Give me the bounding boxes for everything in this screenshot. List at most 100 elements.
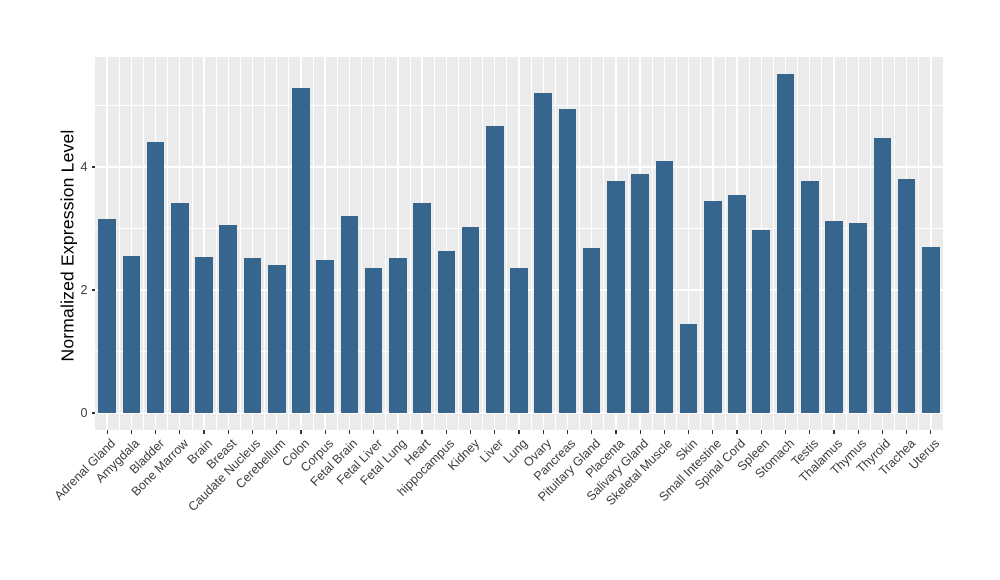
minor-gridline-x	[894, 57, 896, 430]
minor-gridline-x	[530, 57, 532, 430]
minor-gridline-x	[918, 57, 920, 430]
minor-gridline-x	[458, 57, 459, 430]
major-gridline-x	[276, 57, 278, 430]
x-tick-mark	[930, 430, 932, 434]
bar-adrenal-gland	[98, 219, 116, 413]
y-tick-label: 0	[80, 405, 88, 420]
bar-testis	[800, 180, 819, 413]
x-tick-mark	[712, 430, 714, 434]
major-gridline-x	[372, 57, 375, 430]
minor-gridline-x	[579, 57, 581, 430]
x-tick-mark	[809, 430, 811, 434]
bar-skin	[679, 323, 698, 413]
bar-pituitary-gland	[582, 248, 601, 413]
plot-panel	[95, 57, 943, 430]
bar-trachea	[897, 179, 916, 413]
y-axis-title: Normalized Expression Level	[57, 129, 78, 362]
minor-gridline-x	[773, 57, 774, 430]
x-tick-mark	[469, 430, 472, 434]
bar-stomach	[776, 73, 795, 413]
major-gridline-x	[130, 57, 133, 430]
x-tick-mark	[324, 430, 326, 434]
x-tick-mark	[251, 430, 254, 434]
x-tick-mark	[639, 430, 641, 434]
minor-gridline-x	[288, 57, 290, 430]
minor-gridline-x	[845, 57, 847, 430]
minor-gridline-x	[385, 57, 387, 430]
bar-amygdala	[122, 255, 141, 413]
minor-gridline-x	[651, 57, 653, 430]
x-tick-mark	[688, 430, 690, 434]
x-tick-mark	[203, 430, 205, 434]
minor-gridline-x	[264, 57, 266, 430]
major-gridline-x	[397, 57, 399, 430]
bar-lung	[510, 267, 528, 413]
x-tick-mark	[615, 430, 617, 434]
minor-gridline-x	[554, 57, 556, 430]
bar-placenta	[607, 181, 625, 413]
bar-caudate-nucleus	[243, 258, 262, 413]
major-gridline-x	[445, 57, 447, 430]
x-tick-mark	[348, 430, 350, 434]
minor-gridline-x	[603, 57, 605, 430]
minor-gridline-x	[797, 57, 799, 430]
minor-gridline-x	[312, 57, 314, 430]
bar-ovary	[534, 93, 553, 413]
major-gridline-x	[518, 57, 520, 430]
minor-gridline-x	[118, 57, 120, 430]
minor-gridline-x	[748, 57, 750, 430]
major-gridline-x	[930, 57, 932, 430]
minor-gridline-x	[482, 57, 484, 430]
bar-bone-marrow	[171, 203, 189, 413]
y-tick-mark	[91, 166, 95, 168]
x-tick-mark	[154, 430, 157, 434]
minor-gridline-x	[143, 57, 144, 430]
bar-cerebellum	[267, 264, 286, 413]
x-tick-mark	[736, 430, 738, 434]
minor-gridline-x	[336, 57, 338, 430]
bar-small-intestine	[704, 200, 722, 413]
bar-uterus	[922, 246, 940, 413]
bar-kidney	[461, 227, 480, 413]
minor-gridline-x	[821, 57, 823, 430]
x-tick-mark	[906, 430, 908, 434]
x-tick-mark	[300, 430, 302, 434]
bar-liver	[485, 125, 504, 413]
bar-hippocampus	[437, 250, 456, 413]
x-tick-mark	[276, 430, 278, 434]
bar-fetal-brain	[340, 216, 359, 413]
x-tick-mark	[857, 430, 859, 434]
bar-thalamus	[825, 220, 843, 413]
x-tick-mark	[227, 430, 229, 434]
major-gridline-x	[590, 57, 593, 430]
x-tick-mark	[760, 430, 762, 434]
x-tick-mark	[591, 430, 593, 434]
bar-colon	[292, 87, 310, 413]
y-tick-mark	[91, 289, 95, 291]
x-tick-mark	[445, 430, 447, 434]
minor-gridline-x	[239, 57, 241, 430]
minor-gridline-x	[724, 57, 726, 430]
x-tick-mark	[663, 430, 665, 434]
minor-gridline-x	[409, 57, 411, 430]
major-gridline-x	[324, 57, 326, 430]
x-tick-mark	[397, 430, 399, 434]
minor-gridline-x	[627, 57, 629, 430]
major-gridline-x	[687, 57, 690, 430]
x-tick-mark	[373, 430, 375, 434]
x-tick-mark	[784, 430, 787, 434]
minor-gridline-x	[700, 57, 702, 430]
minor-gridline-x	[191, 57, 193, 430]
bar-breast	[219, 224, 238, 413]
bar-skeletal-muscle	[655, 160, 674, 413]
x-tick-mark	[566, 430, 569, 434]
x-tick-mark	[494, 430, 496, 434]
x-tick-mark	[130, 430, 132, 434]
major-gridline-x	[251, 57, 254, 430]
bar-spleen	[752, 229, 771, 413]
bar-brain	[195, 257, 213, 413]
minor-gridline-x	[506, 57, 508, 430]
x-tick-mark	[179, 430, 181, 434]
minor-gridline-x	[361, 57, 362, 430]
